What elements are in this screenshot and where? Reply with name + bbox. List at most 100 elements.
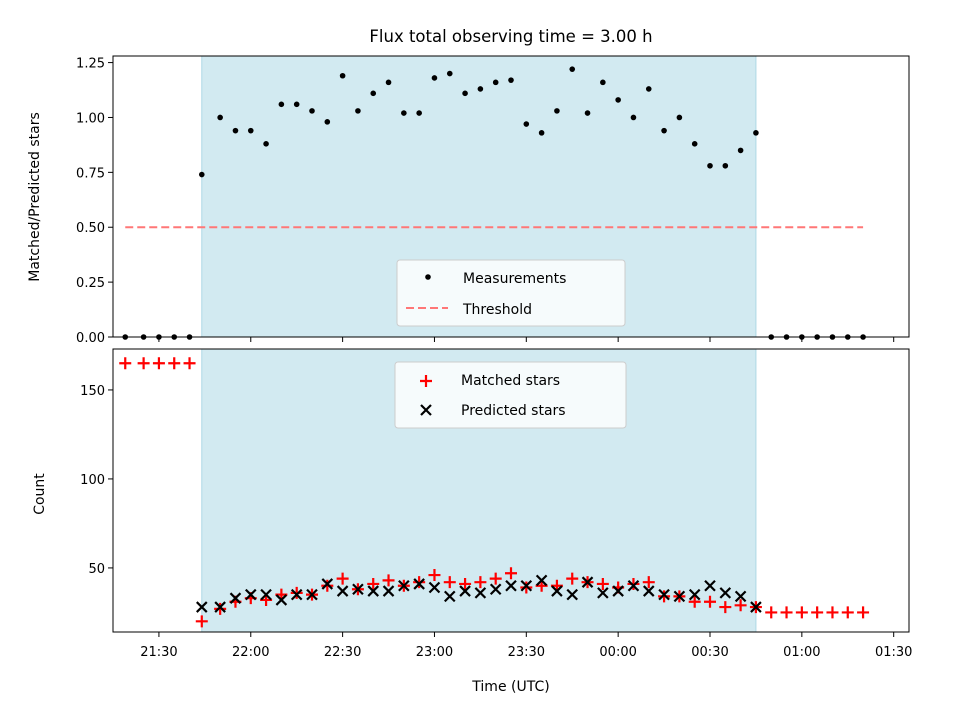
measurement-point (645, 86, 652, 92)
matched-point (290, 586, 303, 599)
measurement-point (355, 108, 361, 114)
y-tick-label: 0.50 (76, 221, 105, 236)
matched-point (367, 577, 380, 590)
predicted-point (367, 585, 380, 597)
y-tick-label: 50 (88, 562, 105, 577)
measurement-point (722, 162, 729, 169)
measurement-point (401, 110, 407, 116)
matched-point (152, 357, 165, 370)
x-axis-label: Time (UTC) (471, 679, 549, 695)
predicted-point (719, 587, 732, 599)
top-y-axis-label: Matched/Predicted stars (27, 112, 43, 282)
plot-frame (112, 348, 910, 633)
matched-point (137, 357, 150, 370)
measurement-point (370, 90, 377, 97)
predicted-point (734, 590, 747, 603)
measurement-point (232, 127, 239, 134)
measurement-point (293, 101, 300, 108)
measurement-point (753, 130, 759, 136)
x-tick-label: 22:00 (232, 645, 269, 660)
legend: Matched stars Predicted stars (394, 361, 627, 429)
measurement-point (278, 101, 285, 108)
predicted-point (505, 579, 517, 592)
predicted-point (306, 588, 318, 601)
legend-marker-matched (420, 375, 432, 387)
matched-point (505, 567, 517, 580)
y-tick-label: 100 (80, 473, 105, 488)
y-tick-label: 0.00 (76, 331, 105, 346)
matched-point (195, 615, 208, 628)
matched-point (719, 601, 732, 614)
x-tick-label: 01:30 (875, 645, 912, 660)
predicted-point (428, 581, 441, 594)
predicted-point (459, 585, 471, 597)
predicted-point (566, 588, 579, 601)
measurement-point (584, 110, 591, 116)
matched-point (841, 606, 854, 619)
legend-marker-predicted (420, 404, 432, 416)
measurement-point (462, 90, 468, 97)
measurement-point (508, 77, 514, 83)
predicted-point (398, 579, 410, 592)
measurement-point (691, 141, 698, 147)
measurement-point (615, 97, 621, 103)
predicted-point (352, 583, 364, 596)
predicted-point (336, 585, 349, 597)
measurement-point (416, 110, 422, 116)
y-tick-label: 1.00 (76, 111, 105, 126)
measurement-point (263, 141, 269, 147)
matched-point (474, 576, 487, 589)
x-tick-label: 21:30 (140, 645, 177, 660)
measurement-point (198, 171, 205, 178)
matched-point (566, 572, 579, 585)
matched-point (658, 590, 671, 603)
predicted-point (290, 588, 303, 601)
legend: Measurements Threshold (396, 259, 626, 327)
measurement-point (431, 75, 438, 81)
chart-title: Flux total observing time = 3.00 h (369, 27, 652, 46)
predicted-point (627, 579, 640, 592)
predicted-point (673, 590, 686, 603)
legend-box (396, 259, 626, 327)
predicted-point (612, 585, 624, 597)
x-tick-label: 01:00 (783, 645, 820, 660)
y-tick-label: 0.25 (76, 276, 105, 291)
matched-point (459, 577, 472, 590)
measurement-point (600, 79, 606, 86)
x-tick-label: 00:00 (599, 645, 636, 660)
predicted-point (642, 585, 655, 597)
predicted-point (688, 588, 701, 601)
measurement-point (523, 121, 530, 127)
measurement-point (217, 114, 223, 121)
predicted-point (275, 594, 288, 606)
predicted-point (704, 579, 716, 592)
predicted-point (214, 601, 226, 613)
bottom-y-axis-label: Count (32, 473, 48, 515)
y-tick-label: 150 (80, 384, 105, 399)
matched-point (489, 572, 502, 585)
legend-marker-measurements (425, 274, 431, 280)
measurement-point (538, 130, 545, 136)
matched-point (428, 569, 441, 582)
x-tick-label: 23:00 (416, 645, 453, 660)
matched-point (765, 606, 778, 619)
measurement-point (707, 162, 713, 169)
measurement-point (676, 114, 683, 121)
predicted-point (489, 583, 502, 596)
top-panel: 0.00 0.25 0.50 0.75 1.00 1.25 Measurements Thre… (76, 55, 910, 346)
measurement-point (554, 108, 560, 114)
matched-point (795, 606, 808, 619)
matched-point (336, 572, 349, 585)
matched-point (382, 574, 395, 587)
matched-point (811, 606, 824, 619)
matched-point (627, 577, 640, 590)
measurement-point (630, 114, 637, 121)
matched-point (183, 357, 196, 370)
measurement-point (446, 70, 453, 77)
predicted-point (382, 585, 395, 597)
predicted-point (520, 579, 533, 592)
matched-point (168, 357, 181, 370)
predicted-point (535, 574, 548, 587)
y-tick-label: 1.25 (76, 57, 105, 72)
